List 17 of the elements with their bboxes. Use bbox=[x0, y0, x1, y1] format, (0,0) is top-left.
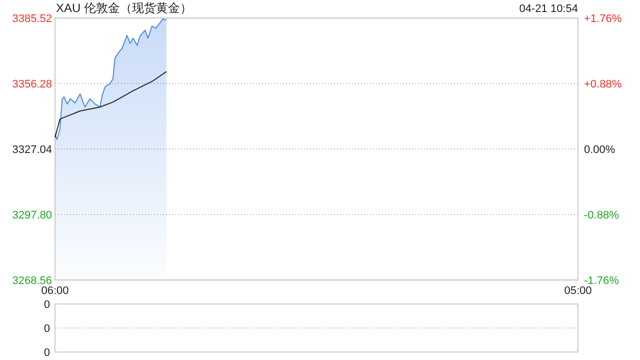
y-tick-label: 3385.52 bbox=[12, 12, 52, 25]
y-tick-label: 3297.80 bbox=[12, 209, 52, 222]
text: 0 bbox=[44, 346, 50, 359]
y2-tick-label: 0.00% bbox=[584, 144, 616, 156]
text: 0 bbox=[44, 322, 50, 335]
y-tick-label: 3327.04 bbox=[12, 144, 52, 156]
y2-tick-label: -1.76% bbox=[584, 274, 620, 287]
y2-tick-label: +0.88% bbox=[584, 78, 622, 90]
text: 0 bbox=[44, 298, 50, 311]
text: 04-21 10:54 bbox=[519, 3, 578, 15]
y2-tick-label: -0.88% bbox=[584, 209, 620, 222]
x-tick-label: 05:00 bbox=[564, 285, 592, 297]
x-tick-label: 06:00 bbox=[41, 285, 69, 297]
chart-title: XAU 伦敦金（现货黄金） bbox=[56, 1, 192, 15]
y-tick-label: 3356.28 bbox=[12, 78, 52, 90]
y2-tick-label: +1.76% bbox=[584, 12, 622, 25]
y-tick-label: 3268.56 bbox=[12, 274, 52, 287]
